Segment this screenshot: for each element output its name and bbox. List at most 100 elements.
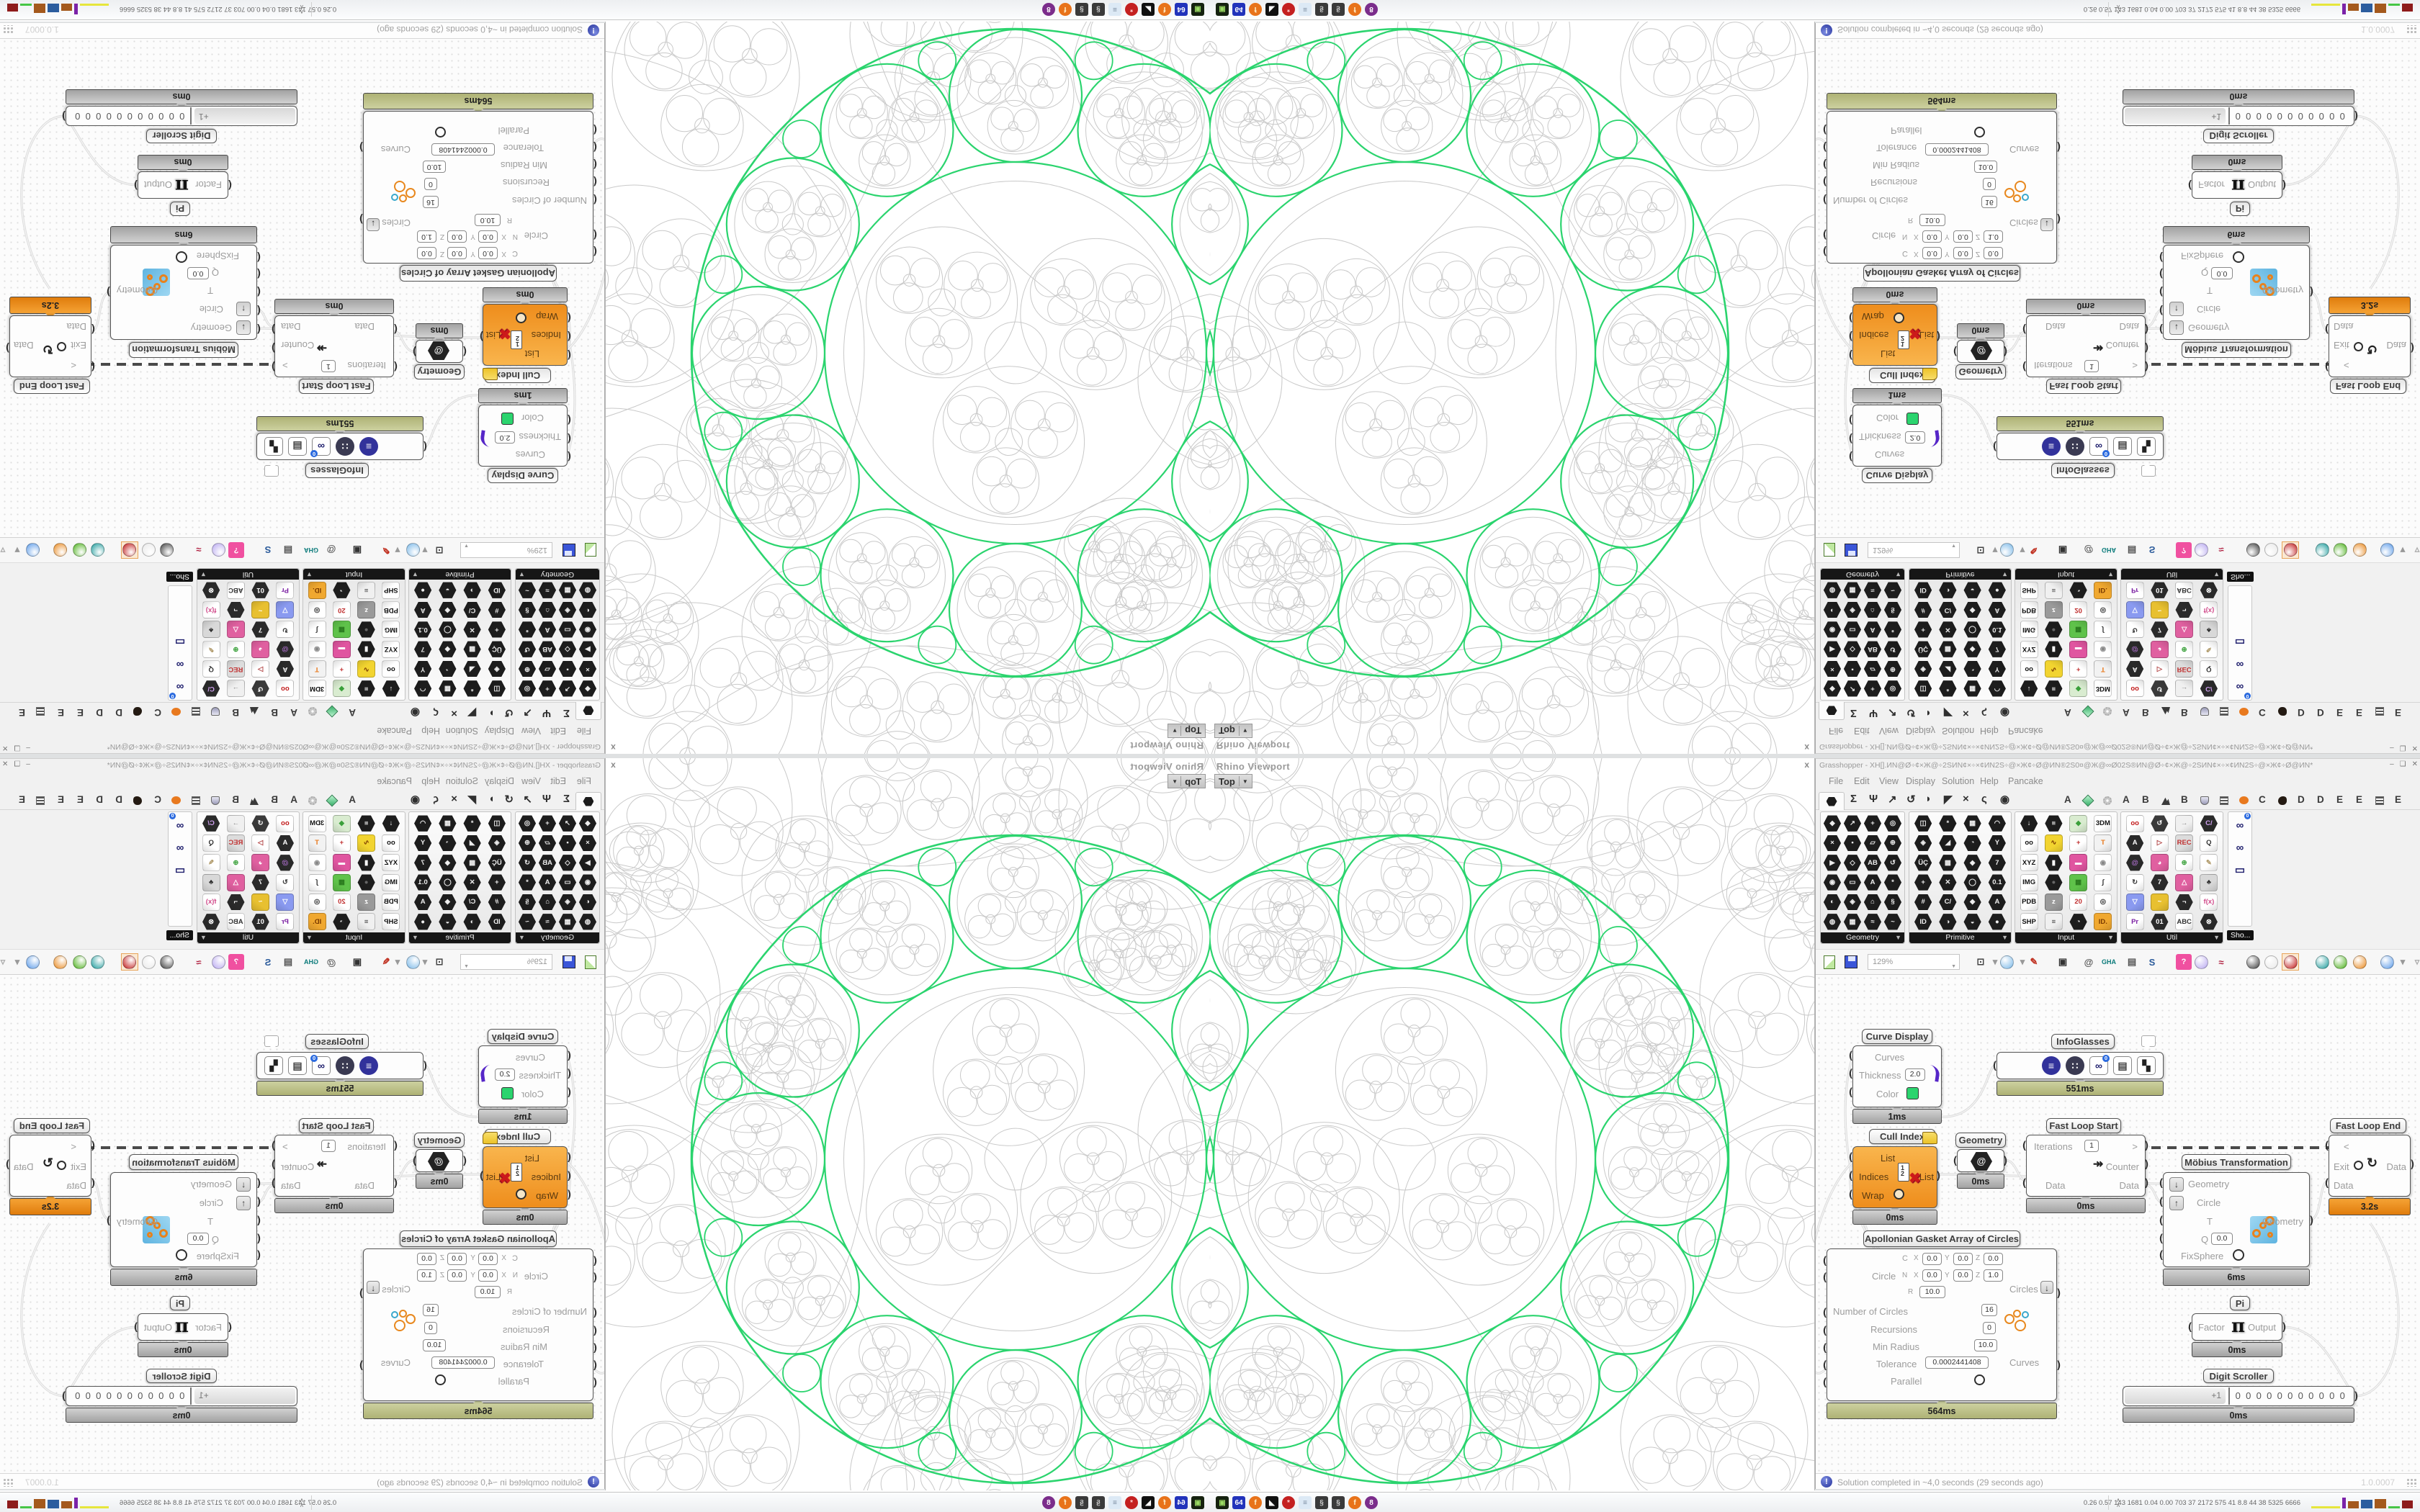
plugin-tab-b-6[interactable]: B xyxy=(232,707,239,718)
component-icon[interactable]: ◈ xyxy=(1844,894,1861,911)
component-icon[interactable]: ◠ xyxy=(1988,815,2006,832)
component-icon[interactable]: ¬ xyxy=(227,601,245,618)
glasses-badge-icon[interactable]: ∞ 0 xyxy=(310,1055,331,1075)
port-list-out[interactable]: List xyxy=(1919,1171,1934,1182)
node-label-pi[interactable]: Pi xyxy=(170,202,190,216)
glasses-badge-icon[interactable]: ∞ 0 xyxy=(310,437,331,457)
tab-vector[interactable]: ↗ xyxy=(523,706,532,719)
component-icon[interactable]: A xyxy=(1988,894,2006,911)
component-icon[interactable]: ◔ xyxy=(333,582,351,599)
component-icon[interactable]: f(x) xyxy=(202,893,220,911)
tab-vector[interactable]: ↗ xyxy=(1888,706,1897,719)
component-icon[interactable]: + xyxy=(1914,621,1932,638)
port-pin[interactable]: ( xyxy=(2158,323,2165,336)
tolerance-value[interactable]: 0.0002441408 xyxy=(431,1356,495,1369)
port-circle[interactable]: Circle xyxy=(524,1271,548,1282)
inkscape-app[interactable]: ◣ xyxy=(1265,3,1278,16)
component-icon[interactable]: ◕ xyxy=(251,854,270,872)
port-pin[interactable]: ( xyxy=(89,1176,97,1189)
component-icon[interactable]: IMG xyxy=(2020,621,2038,639)
port-pin[interactable]: ) xyxy=(2409,1158,2416,1171)
port-list[interactable]: List xyxy=(524,1153,539,1164)
component-icon[interactable]: ≈ xyxy=(1864,914,1881,930)
port-tolerance[interactable]: Tolerance xyxy=(503,1359,544,1369)
plugin-tab-mountain-icon[interactable] xyxy=(2161,707,2170,716)
plugin-tab-gem-icon[interactable] xyxy=(326,705,339,718)
port-pin[interactable]: ( xyxy=(255,1176,262,1189)
flatten-icon[interactable]: ↓ xyxy=(367,1281,380,1294)
port-pin[interactable]: ( xyxy=(591,158,599,171)
puzzle-icon[interactable]: ▚ xyxy=(264,437,283,456)
component-icon[interactable]: ♣ xyxy=(202,873,220,891)
plugin-tab-bird-icon[interactable] xyxy=(2278,707,2287,716)
wrap-toggle[interactable] xyxy=(1894,1189,1904,1200)
panel-label-geometry[interactable]: Geometry ▼ xyxy=(1821,932,1904,943)
tab-mesh[interactable]: ◤ xyxy=(467,793,476,806)
port-pin[interactable]: ( xyxy=(1847,1049,1855,1062)
component-icon[interactable]: ◔ xyxy=(2069,914,2087,930)
sphere-striped-icon[interactable] xyxy=(141,542,157,558)
port-pin[interactable]: ( xyxy=(2021,360,2028,373)
component-icon[interactable]: ↗ xyxy=(559,815,577,832)
node-label-mobius[interactable]: Möbius Transformation xyxy=(2182,342,2291,358)
port-data-out[interactable]: Data xyxy=(2119,321,2139,332)
port-list[interactable]: List xyxy=(524,348,539,359)
component-icon[interactable]: oo xyxy=(2125,814,2144,832)
port-pin[interactable]: ( xyxy=(591,1359,599,1372)
cylinder-red-icon[interactable] xyxy=(121,541,138,559)
node-curve-display[interactable]: Curves Thickness 2.0 Color xyxy=(1852,405,1942,467)
component-icon[interactable]: PDB xyxy=(382,601,400,619)
tab-params[interactable] xyxy=(575,792,601,810)
port-t[interactable]: T xyxy=(2207,285,2213,296)
search-icon[interactable]: S xyxy=(2148,956,2156,968)
n-x-value[interactable]: 0.0 xyxy=(478,230,498,243)
component-icon[interactable]: ♣ xyxy=(202,621,220,639)
search-icon[interactable]: S xyxy=(264,956,272,968)
node-label-apollonian[interactable]: Apollonian Gasket Array of Circles xyxy=(1863,1230,2020,1247)
component-icon[interactable]: § xyxy=(519,601,537,618)
port-pin[interactable]: ) xyxy=(478,1169,485,1182)
port-parallel[interactable]: Parallel xyxy=(498,125,529,136)
tab-sets[interactable]: Ψ xyxy=(1869,707,1878,719)
port-wrap[interactable]: Wrap xyxy=(536,311,558,322)
plugin-tab-e-14[interactable]: E xyxy=(2336,794,2344,805)
tab-display[interactable]: ◉ xyxy=(2000,793,2010,806)
port-fixsphere[interactable]: FixSphere xyxy=(2181,1251,2224,1261)
sketch-pen-icon[interactable]: ✎ xyxy=(2030,956,2038,967)
component-icon[interactable]: ID xyxy=(1914,582,1932,599)
component-icon[interactable]: ✎ xyxy=(2200,854,2218,872)
component-icon[interactable]: AB xyxy=(539,641,557,658)
port-pin[interactable]: ( xyxy=(1821,158,1829,171)
plugin-tab-bird-icon[interactable] xyxy=(2278,796,2287,805)
component-icon[interactable]: Pr xyxy=(2125,913,2144,931)
sphere-orange-icon[interactable] xyxy=(53,542,68,558)
component-icon[interactable]: ◈ xyxy=(1914,834,1932,852)
port-pin[interactable]: ( xyxy=(2021,323,2028,336)
port-circles-out[interactable]: Circles xyxy=(382,217,411,228)
component-icon[interactable]: 0.1 xyxy=(1988,621,2006,638)
component-icon[interactable]: ▪ xyxy=(1844,660,1862,678)
component-icon[interactable]: ⊕ xyxy=(2175,854,2194,872)
plugin-tab-e-17[interactable]: E xyxy=(18,794,25,805)
port-pin[interactable]: ( xyxy=(2323,323,2331,336)
preview-eye-icon[interactable] xyxy=(405,542,421,558)
sphere-striped-icon[interactable] xyxy=(141,954,157,970)
component-icon[interactable]: + xyxy=(332,834,351,852)
screen-icon[interactable]: ▭ xyxy=(2234,636,2246,648)
port-pin[interactable]: ) xyxy=(269,360,277,373)
component-icon[interactable]: ▱ xyxy=(539,660,557,678)
plugin-tab-d-13[interactable]: D xyxy=(2317,707,2324,718)
tab-vector[interactable]: ↗ xyxy=(523,793,532,806)
node-label-fast-loop-end[interactable]: Fast Loop End xyxy=(14,1118,90,1133)
component-icon[interactable]: ◒ xyxy=(1963,582,1981,599)
resize-grip[interactable] xyxy=(2406,1478,2416,1487)
port-pin[interactable]: ) xyxy=(357,1287,364,1300)
port-factor[interactable]: Factor xyxy=(195,179,222,190)
list-circle-icon[interactable]: ≡ xyxy=(2042,1056,2061,1075)
port-pin[interactable]: ( xyxy=(2021,1176,2028,1189)
component-icon[interactable]: + xyxy=(1864,680,1882,697)
component-icon[interactable]: ▮ xyxy=(357,854,375,871)
component-icon[interactable]: ◐ xyxy=(1824,601,1842,618)
port-pin[interactable]: ( xyxy=(226,1320,233,1333)
menu-view[interactable]: View xyxy=(521,726,541,736)
